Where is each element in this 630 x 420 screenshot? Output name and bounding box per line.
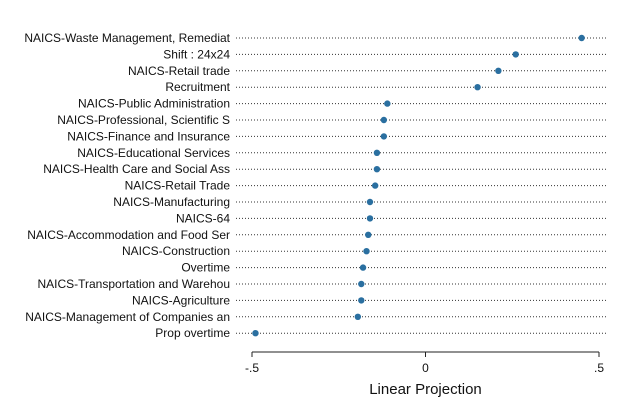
category-label: NAICS-Finance and Insurance <box>67 129 230 143</box>
x-axis-ticks: -.5 0 .5 <box>245 352 604 375</box>
x-tick-label: .5 <box>594 361 604 375</box>
category-label: NAICS-Transportation and Warehou <box>37 277 230 291</box>
data-point <box>358 280 365 288</box>
x-tick-label: -.5 <box>245 361 259 375</box>
data-point <box>359 264 367 271</box>
category-label: Prop overtime <box>155 326 230 340</box>
data-point <box>363 248 370 255</box>
category-label: Recruitment <box>165 80 230 94</box>
category-label: NAICS-Construction <box>122 244 230 258</box>
category-label: NAICS-Public Administration <box>78 97 230 111</box>
category-label: Overtime <box>181 261 230 275</box>
data-point <box>373 149 381 156</box>
category-label: NAICS-64 <box>176 211 230 225</box>
data-point <box>354 313 362 320</box>
category-label: NAICS-Health Care and Social Ass <box>43 162 230 176</box>
data-point <box>495 67 502 75</box>
data-point <box>371 182 379 189</box>
data-point <box>380 133 388 140</box>
x-tick-label: 0 <box>422 361 429 375</box>
category-label: NAICS-Retail trade <box>128 64 230 78</box>
chart-rows: NAICS-Waste Management, Remediat Shift : … <box>24 31 606 340</box>
data-point <box>384 100 391 107</box>
data-point <box>365 231 372 238</box>
data-point <box>358 297 365 304</box>
category-label: NAICS-Professional, Scientific S <box>57 113 230 127</box>
category-label: NAICS-Management of Companies an <box>25 310 230 324</box>
data-point <box>474 84 481 91</box>
data-point <box>366 198 374 206</box>
category-label: NAICS-Retail Trade <box>125 179 231 193</box>
data-point <box>512 51 519 58</box>
category-label: NAICS-Agriculture <box>132 293 230 307</box>
data-point <box>373 166 381 173</box>
data-point <box>366 215 374 222</box>
data-point <box>578 34 585 42</box>
category-label: NAICS-Manufacturing <box>113 195 230 209</box>
data-point <box>252 330 259 337</box>
category-label: Shift : 24x24 <box>163 47 230 61</box>
category-label: NAICS-Accommodation and Food Ser <box>27 228 230 242</box>
data-point <box>380 116 388 124</box>
category-label: NAICS-Educational Services <box>77 146 230 160</box>
category-label: NAICS-Waste Management, Remediat <box>24 31 230 45</box>
x-axis-title: Linear Projection <box>369 381 482 398</box>
